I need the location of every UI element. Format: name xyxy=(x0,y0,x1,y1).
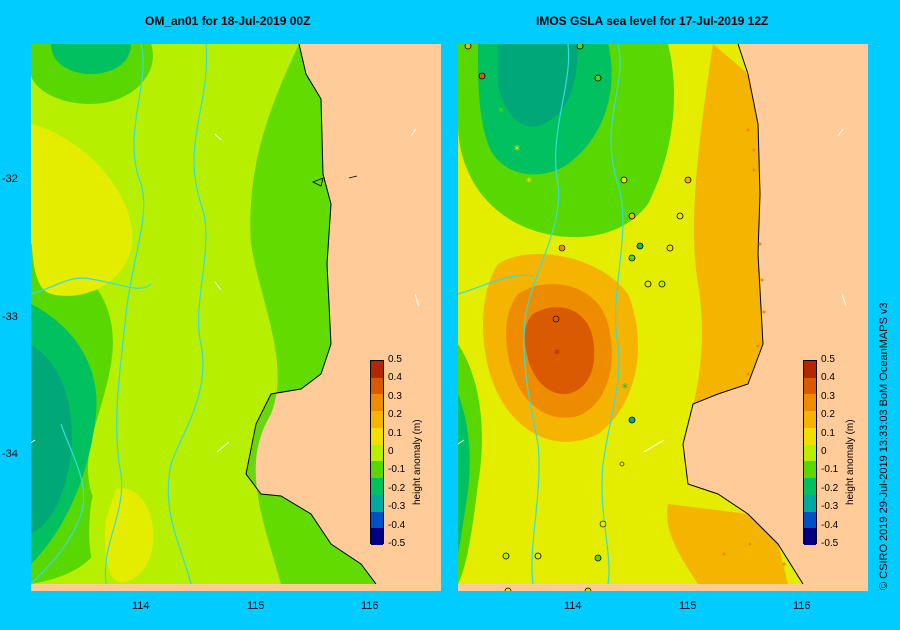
right-map: * * * * * xyxy=(458,44,868,591)
colorbar-tick-label: 0 xyxy=(821,446,827,457)
left-lon-label-115: 115 xyxy=(247,600,265,612)
colorbar-tick-label: -0.4 xyxy=(388,519,406,531)
colorbar-segment xyxy=(371,394,383,412)
lat-label-33: -33 xyxy=(2,311,18,323)
colorbar-segment xyxy=(804,511,816,529)
colorbar-segment xyxy=(371,511,383,529)
colorbar-segment xyxy=(371,461,383,479)
left-map-title: OM_an01 for 18-Jul-2019 00Z xyxy=(145,14,311,28)
right-lon-label-114: 114 xyxy=(564,600,582,612)
left-lon-label-114: 114 xyxy=(132,600,150,612)
left-colorbar-title: height anomaly (m) xyxy=(412,419,423,505)
colorbar-tick-label: 0.4 xyxy=(388,372,402,384)
left-lon-label-116: 116 xyxy=(361,600,379,612)
colorbar-tick-label: 0.5 xyxy=(821,354,835,365)
colorbar-segment xyxy=(371,361,383,379)
colorbar-tick-label: 0.4 xyxy=(821,372,835,384)
colorbar-segment xyxy=(371,411,383,429)
colorbar-tick-label: 0.3 xyxy=(388,390,402,402)
colorbar-tick-label: -0.1 xyxy=(821,464,839,476)
svg-text:*: * xyxy=(526,175,532,189)
colorbar-tick-label: 0 xyxy=(388,446,394,457)
colorbar-segment xyxy=(371,494,383,513)
colorbar-segment xyxy=(371,427,383,446)
colorbar-tick-label: -0.4 xyxy=(821,519,839,531)
colorbar-segment xyxy=(804,444,816,462)
colorbar-segment xyxy=(804,478,816,496)
colorbar-tick-label: -0.3 xyxy=(388,501,406,513)
colorbar-segment xyxy=(804,494,816,513)
right-map-title: IMOS GSLA sea level for 17-Jul-2019 12Z xyxy=(536,14,769,28)
colorbar-segment xyxy=(804,528,816,546)
svg-text:*: * xyxy=(514,143,520,157)
colorbar-tick-label: -0.5 xyxy=(821,538,839,549)
colorbar-segment xyxy=(804,461,816,479)
lat-label-32: -32 xyxy=(2,173,18,185)
svg-text:*: * xyxy=(498,105,504,119)
colorbar-segment xyxy=(371,444,383,462)
colorbar-segment xyxy=(804,377,816,395)
colorbar-tick-label: 0.2 xyxy=(388,409,402,421)
colorbar-tick-label: 0.1 xyxy=(821,427,835,439)
right-colorbar xyxy=(803,360,817,546)
svg-text:*: * xyxy=(554,347,560,361)
colorbar-tick-label: -0.5 xyxy=(388,538,406,549)
right-lon-label-115: 115 xyxy=(679,600,697,612)
left-colorbar xyxy=(370,360,384,546)
colorbar-segment xyxy=(804,427,816,446)
colorbar-segment xyxy=(804,411,816,429)
colorbar-tick-label: -0.3 xyxy=(821,501,839,513)
colorbar-segment xyxy=(371,377,383,395)
colorbar-segment xyxy=(804,394,816,412)
colorbar-tick-label: -0.1 xyxy=(388,464,406,476)
colorbar-segment xyxy=(371,478,383,496)
colorbar-segment xyxy=(804,361,816,379)
left-map xyxy=(31,44,441,591)
colorbar-segment xyxy=(371,528,383,546)
svg-text:*: * xyxy=(622,381,628,395)
colorbar-tick-label: 0.3 xyxy=(821,390,835,402)
colorbar-tick-label: 0.1 xyxy=(388,427,402,439)
colorbar-tick-label: 0.2 xyxy=(821,409,835,421)
right-lon-label-116: 116 xyxy=(793,600,811,612)
footer-credit: © CSIRO 2019 29-Jul-2019 13:33:03 BoM Oc… xyxy=(878,302,890,590)
lat-label-34: -34 xyxy=(2,448,18,460)
colorbar-tick-label: -0.2 xyxy=(388,482,406,494)
colorbar-tick-label: -0.2 xyxy=(821,482,839,494)
right-colorbar-title: height anomaly (m) xyxy=(845,419,856,505)
colorbar-tick-label: 0.5 xyxy=(388,354,402,365)
